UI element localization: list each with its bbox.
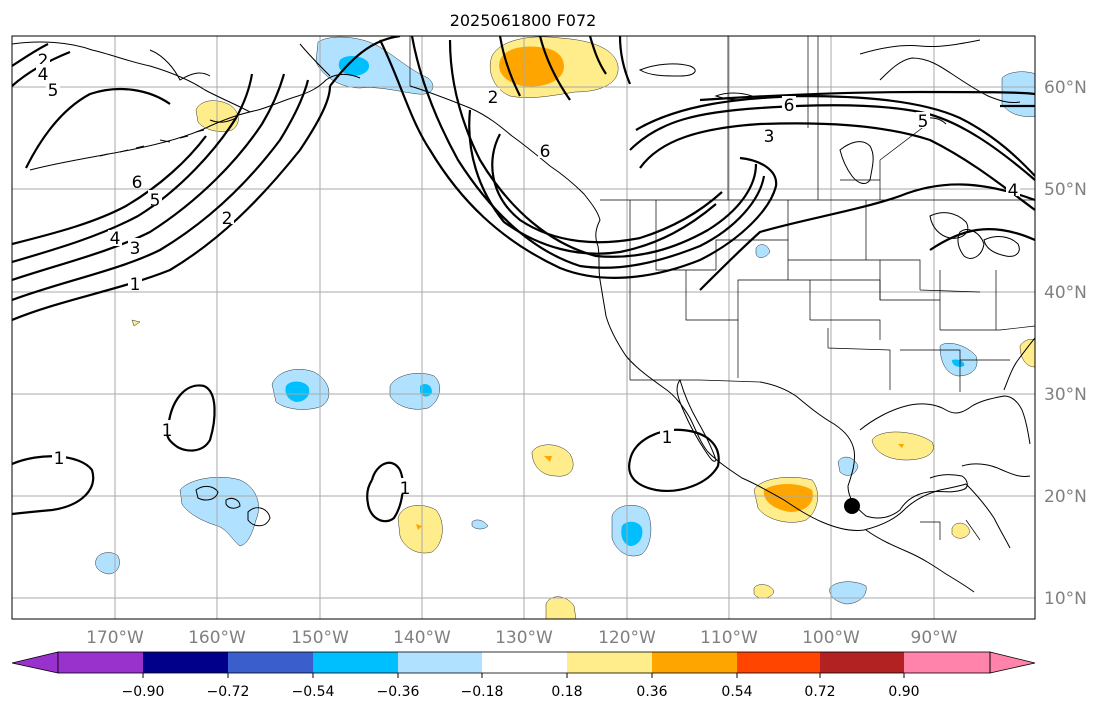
- lat-label: 50°N: [1044, 180, 1087, 200]
- contour-label: 2: [488, 88, 499, 108]
- contour-label: 1: [162, 421, 173, 441]
- positive-anomaly-patch: [1019, 339, 1035, 368]
- colorbar-tick-label: −0.18: [461, 684, 504, 700]
- lat-label: 40°N: [1044, 283, 1087, 303]
- lon-label: 90°W: [911, 628, 958, 648]
- anomaly-fills: [95, 36, 1035, 619]
- map-area: 2 4 5 6 5 4 3 2 1 2 6 6 3 5: [12, 36, 1035, 619]
- colorbar-segment: [989, 651, 1036, 674]
- colorbar-tick-label: 0.18: [551, 684, 582, 700]
- contour-label: 4: [1008, 181, 1019, 201]
- colorbar-segment: [313, 652, 398, 673]
- colorbar-segment: [143, 652, 228, 673]
- colorbar-segment: [652, 652, 737, 673]
- longitude-labels: 170°W 160°W 150°W 140°W 130°W 120°W 110°…: [86, 628, 958, 648]
- colorbar-tick-marks: [142, 673, 905, 678]
- contour-label: 1: [54, 449, 65, 469]
- colorbar-segment: [58, 652, 143, 673]
- lon-label: 130°W: [495, 628, 553, 648]
- contour-label: 3: [764, 127, 775, 147]
- coastlines: [12, 39, 1035, 593]
- contour-label: 1: [400, 479, 411, 499]
- negative-anomaly-patch: [755, 244, 771, 258]
- negative-anomaly-patch: [389, 373, 440, 410]
- contour-label: 4: [38, 65, 49, 85]
- lat-label: 60°N: [1044, 78, 1087, 98]
- lon-label: 170°W: [86, 628, 144, 648]
- contour-label: 5: [918, 112, 929, 132]
- lat-label: 30°N: [1044, 385, 1087, 405]
- contour-label: 5: [150, 191, 161, 211]
- colorbar-tick-label: 0.72: [804, 684, 835, 700]
- political-borders: [409, 36, 1035, 541]
- figure-title: 2025061800 F072: [450, 11, 597, 30]
- height-contours: [12, 36, 1035, 523]
- colorbar: −0.90 −0.72 −0.54 −0.36 −0.18 0.18 0.36 …: [11, 651, 1036, 700]
- location-marker: [844, 498, 860, 514]
- positive-anomaly-patch: [416, 524, 422, 530]
- colorbar-segment: [11, 651, 59, 674]
- lon-label: 160°W: [188, 628, 246, 648]
- colorbar-tick-label: 0.36: [636, 684, 667, 700]
- contour-label: 6: [132, 173, 143, 193]
- colorbar-segment: [737, 652, 820, 673]
- latitude-labels: 60°N 50°N 40°N 30°N 20°N 10°N: [1044, 78, 1087, 609]
- positive-anomaly-patch: [951, 522, 971, 539]
- contour-label: 3: [130, 239, 141, 259]
- contour-label: 2: [222, 209, 233, 229]
- negative-anomaly-patch: [939, 343, 978, 377]
- negative-anomaly-patch: [95, 552, 120, 575]
- lat-label: 20°N: [1044, 487, 1087, 507]
- positive-anomaly-patch: [544, 456, 552, 462]
- negative-anomaly-patch: [420, 384, 432, 397]
- colorbar-tick-label: −0.54: [292, 684, 335, 700]
- lat-label: 10°N: [1044, 589, 1087, 609]
- colorbar-tick-label: 0.54: [721, 684, 752, 700]
- contour-label: 1: [662, 428, 673, 448]
- lon-label: 110°W: [700, 628, 758, 648]
- colorbar-tick-label: −0.36: [377, 684, 420, 700]
- colorbar-segment: [567, 652, 652, 673]
- lon-label: 150°W: [291, 628, 349, 648]
- lon-label: 140°W: [393, 628, 451, 648]
- negative-anomaly-patch: [285, 381, 310, 402]
- contour-label: 5: [48, 81, 59, 101]
- contour-label-layer: 2 4 5 6 5 4 3 2 1 2 6 6 3 5: [36, 51, 1020, 499]
- colorbar-tick-label: −0.72: [207, 684, 250, 700]
- colorbar-segment: [820, 652, 904, 673]
- contour-label: 6: [540, 142, 551, 162]
- contour-label: 4: [110, 229, 121, 249]
- contour-label: 6: [784, 96, 795, 116]
- positive-anomaly-patch: [531, 444, 574, 477]
- positive-anomaly-patch: [763, 484, 813, 512]
- negative-anomaly-patch: [179, 477, 259, 547]
- colorbar-segment: [398, 652, 482, 673]
- colorbar-tick-label: 0.90: [888, 684, 919, 700]
- contour-label: 1: [130, 275, 141, 295]
- positive-anomaly-patch: [131, 319, 141, 327]
- lon-label: 100°W: [802, 628, 860, 648]
- colorbar-segment: [482, 652, 567, 673]
- map-frame: [11, 35, 1036, 620]
- positive-anomaly-patch: [499, 46, 565, 87]
- positive-anomaly-patch: [753, 584, 775, 599]
- negative-anomaly-patch: [471, 519, 489, 530]
- contour-label: 2: [38, 51, 49, 71]
- negative-anomaly-patch: [338, 56, 370, 76]
- colorbar-tick-label: −0.90: [122, 684, 165, 700]
- lon-label: 120°W: [598, 628, 656, 648]
- colorbar-segment: [228, 652, 313, 673]
- positive-anomaly-patch: [898, 444, 904, 448]
- positive-anomaly-patch: [397, 505, 443, 554]
- negative-anomaly-patch: [952, 359, 965, 367]
- colorbar-segment: [904, 652, 990, 673]
